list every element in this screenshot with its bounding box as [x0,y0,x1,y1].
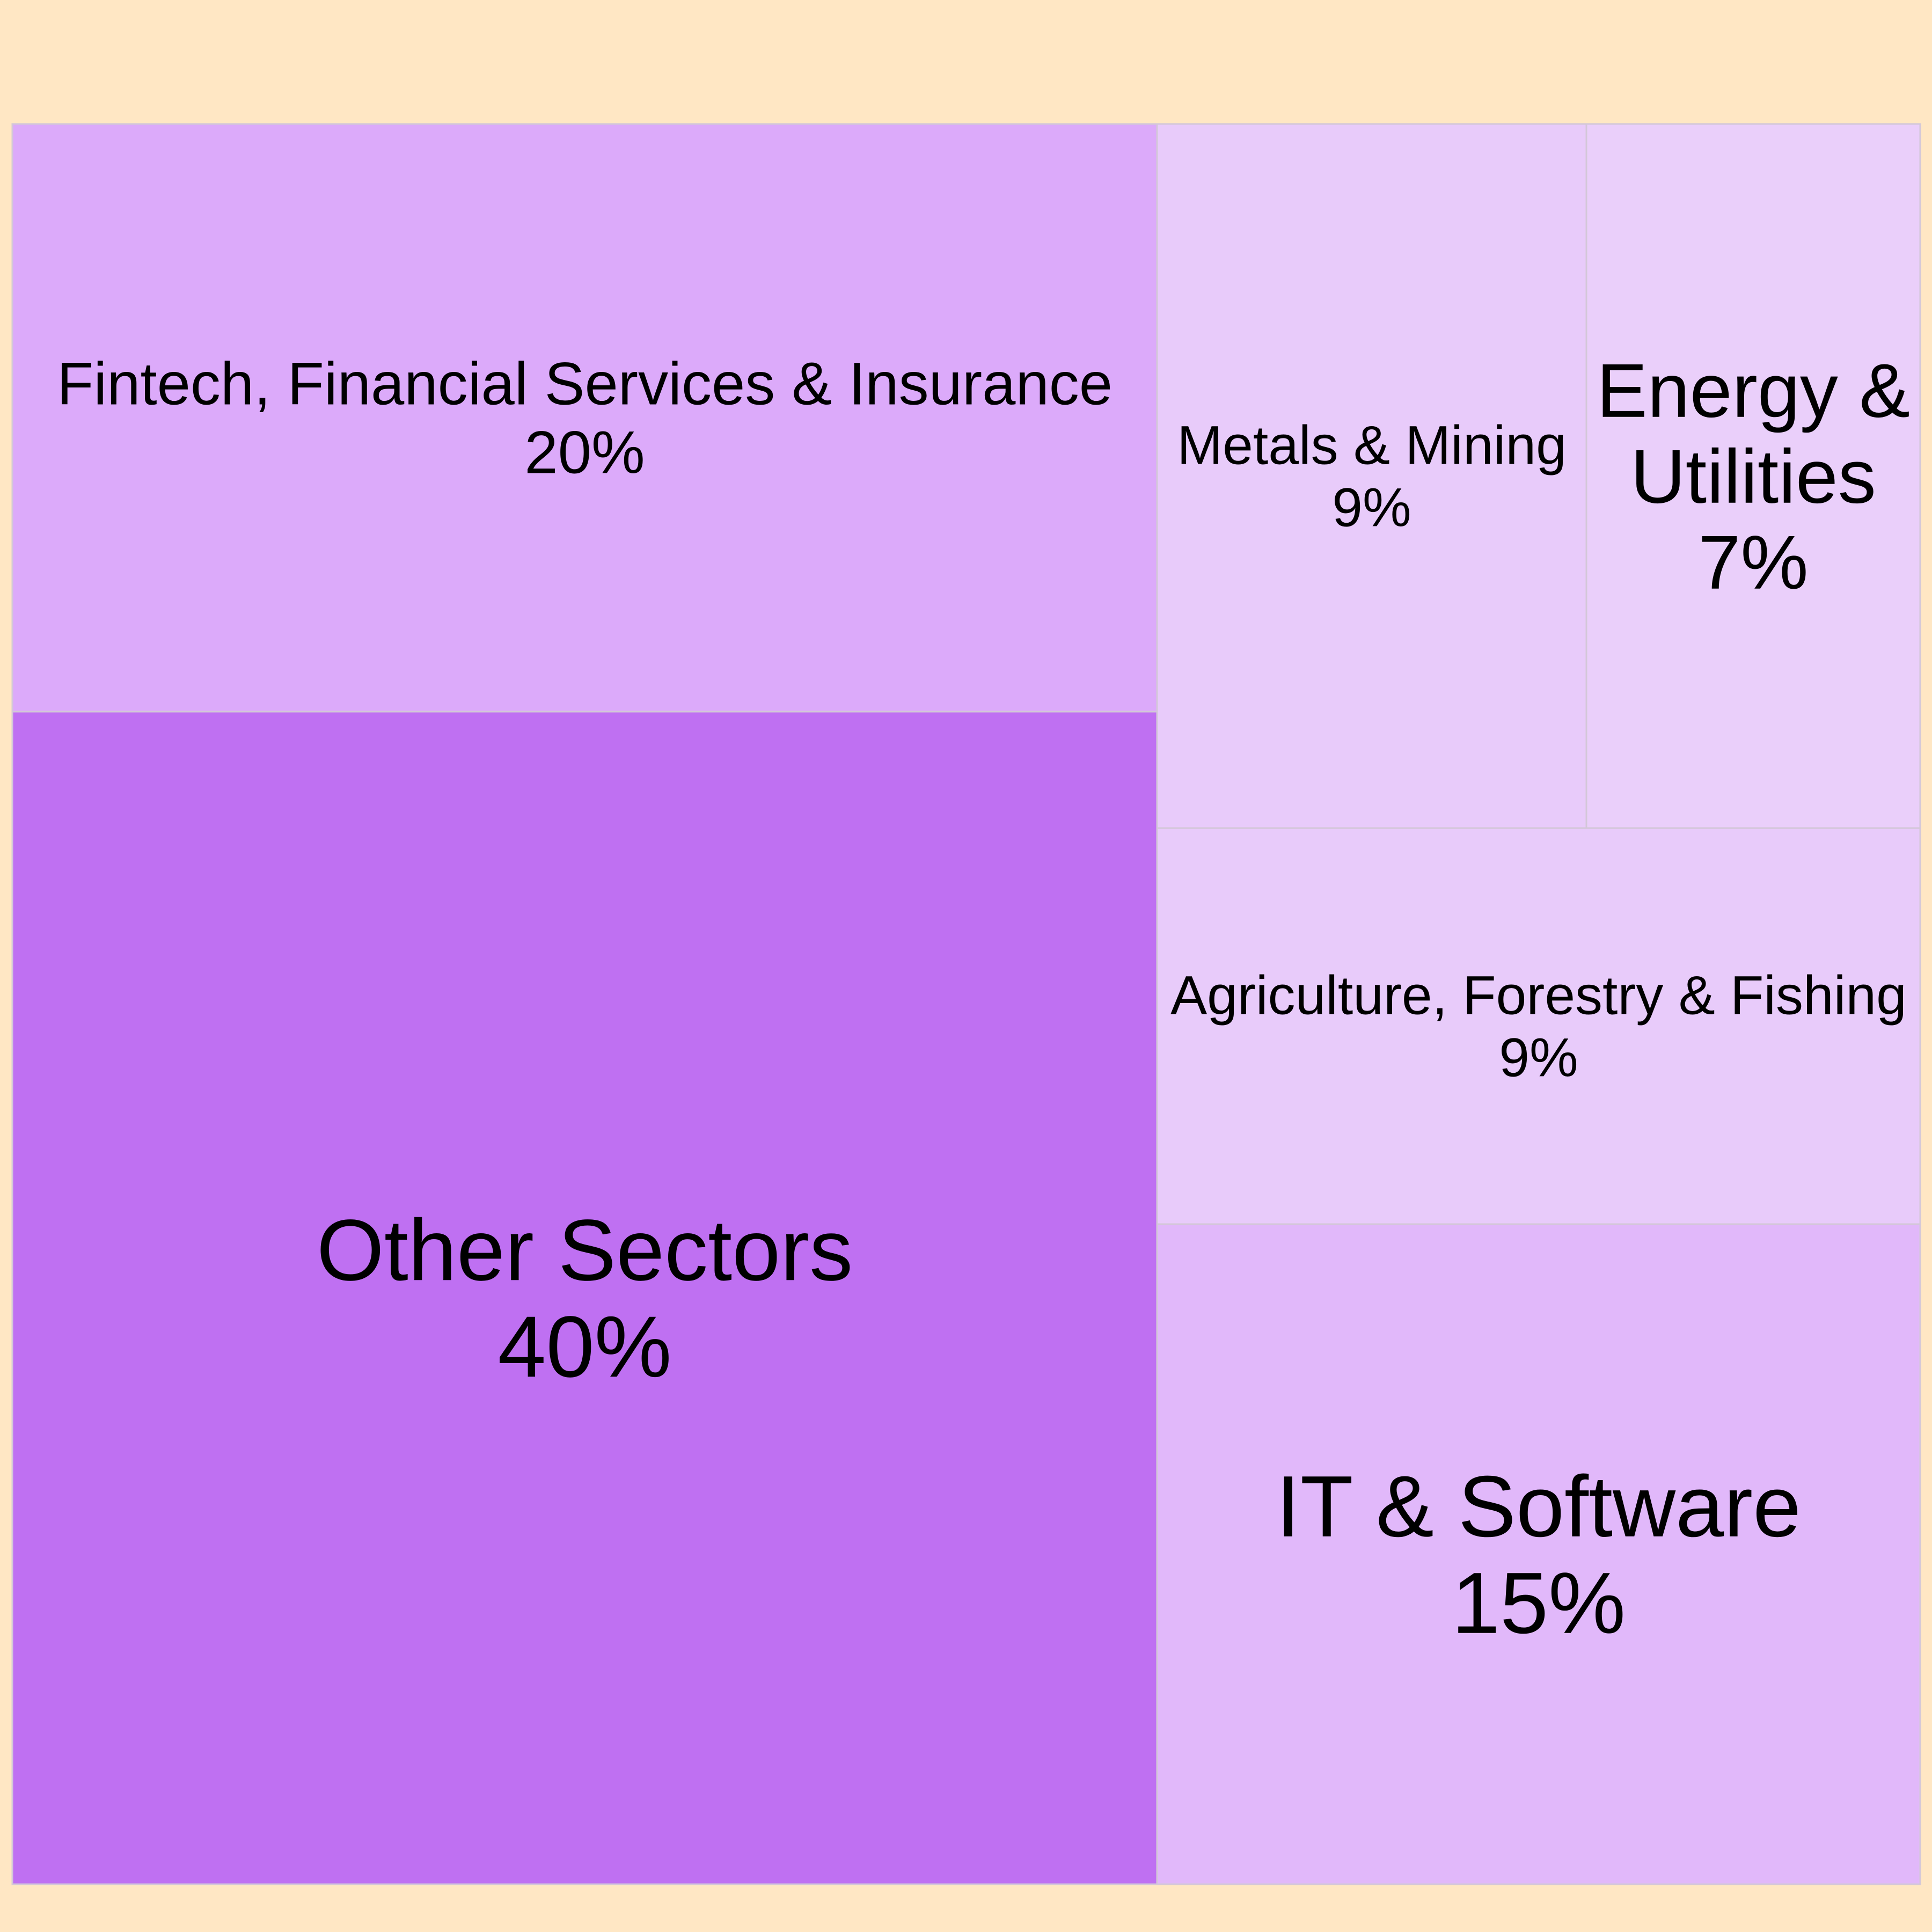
tile-label-it-and-software: IT & Software [1276,1458,1801,1555]
tile-label-fintech-financial-services-and-insurance: Fintech, Financial Services & Insurance [57,350,1113,418]
tile-value-fintech-financial-services-and-insurance: 20% [524,419,645,486]
tile-value-agriculture-forestry-and-fishing: 9% [1499,1027,1578,1088]
tile-label-energy-and-utilities-1: Energy & [1597,348,1910,434]
tile-label-agriculture-forestry-and-fishing: Agriculture, Forestry & Fishing [1170,965,1907,1026]
tile-rect-energy-and-utilities [1585,123,1921,829]
tile-label-metals-and-mining: Metals & Mining [1177,415,1567,476]
tile-value-metals-and-mining: 9% [1332,477,1411,538]
tile-value-energy-and-utilities: 7% [1698,520,1808,605]
tile-label-other-sectors: Other Sectors [317,1202,853,1299]
tile-value-it-and-software: 15% [1452,1555,1626,1652]
tile-label-energy-and-utilities-2: Utilities [1630,434,1876,519]
tile-fintech-financial-services-and-insurance: Fintech, Financial Services & Insurance2… [11,123,1158,713]
tile-rect-other-sectors [11,711,1158,1885]
tile-value-other-sectors: 40% [497,1298,671,1395]
tile-rect-it-and-software [1156,1223,1921,1885]
tile-rect-metals-and-mining [1156,123,1587,829]
tile-rect-fintech-financial-services-and-insurance [11,123,1158,713]
tile-rect-agriculture-forestry-and-fishing [1156,827,1921,1225]
